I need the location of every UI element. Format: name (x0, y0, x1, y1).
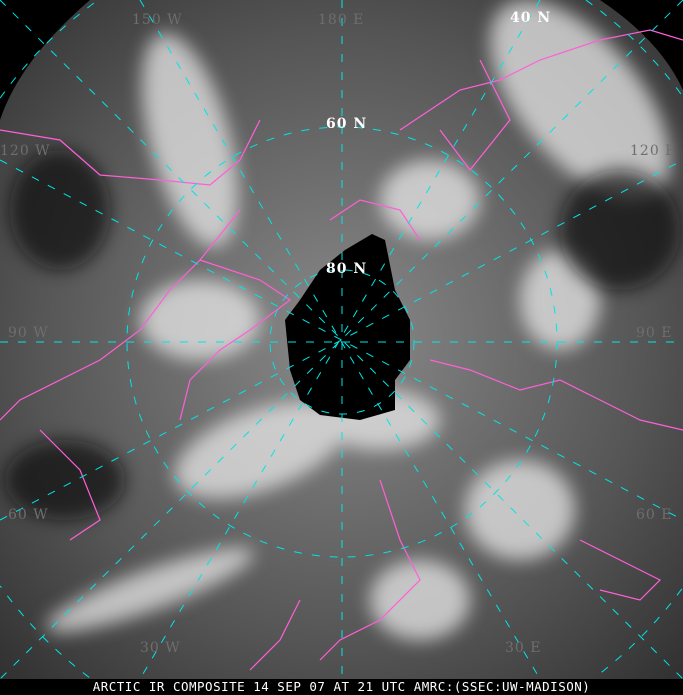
image-caption: ARCTIC IR COMPOSITE 14 SEP 07 AT 21 UTC … (0, 679, 683, 695)
label-40n: 40 N (510, 10, 552, 26)
label-150w: 150 W (132, 12, 183, 28)
label-60n: 60 N (326, 116, 368, 132)
label-90w: 90 W (8, 325, 49, 341)
ir-composite-image (0, 0, 683, 679)
graticule-circle-40n (585, 0, 683, 96)
label-30w: 30 W (140, 640, 181, 656)
label-180e: 180 E (318, 12, 365, 28)
label-90e: 90 E (636, 325, 673, 341)
coastlines (0, 29, 683, 671)
label-60e: 60 E (636, 507, 673, 523)
graticule (0, 0, 683, 679)
graticule-circle-40n (0, 0, 99, 99)
label-60w: 60 W (8, 507, 49, 523)
label-80n: 80 N (326, 261, 368, 277)
label-30e: 30 E (505, 640, 542, 656)
label-120w: 120 W (0, 143, 51, 159)
clear-areas (5, 150, 680, 520)
space-corners (0, 0, 683, 120)
graticule-circle-40n (594, 588, 683, 678)
graticule-circle-40n (0, 585, 90, 678)
cloud-field (46, 0, 670, 640)
label-120e: 120 E (630, 143, 677, 159)
